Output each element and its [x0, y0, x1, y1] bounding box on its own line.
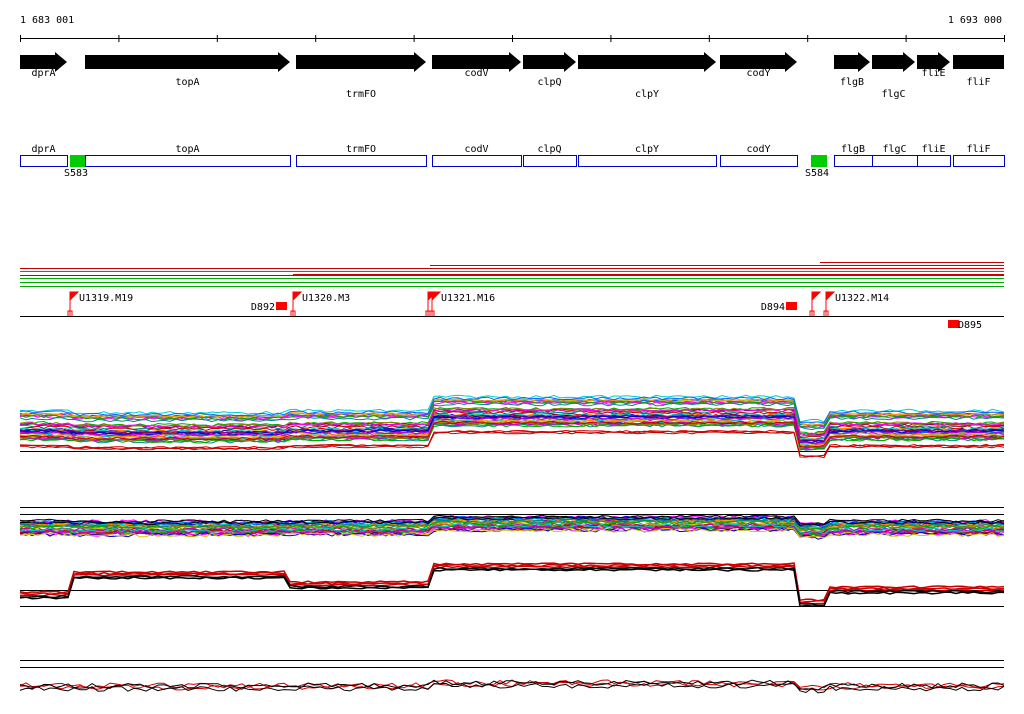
gene-arrow — [523, 52, 576, 72]
trace-line — [20, 516, 1005, 527]
site-box — [70, 155, 85, 167]
trace-line — [19, 527, 1005, 540]
gene-label: codV — [464, 68, 488, 79]
segment-label: fliE — [921, 144, 945, 155]
marker-dip — [67, 310, 73, 316]
gene-arrow — [872, 52, 915, 72]
trace-line — [19, 396, 1005, 424]
trace-line — [19, 682, 1005, 694]
gene-arrow — [85, 52, 290, 72]
marker-label: D892 — [251, 302, 275, 313]
trace-line — [19, 418, 1005, 447]
trace-line — [19, 514, 1005, 525]
trace-line — [20, 520, 1005, 532]
marker-flag — [292, 291, 303, 316]
trace-line — [19, 416, 1005, 445]
trace-line — [19, 520, 1005, 532]
gene-label: flgC — [881, 89, 905, 100]
gene-label: codY — [746, 68, 770, 79]
gene-arrow — [953, 55, 1004, 69]
trace-line — [19, 568, 1004, 608]
gene-label: dprA — [31, 68, 55, 79]
gene-arrow — [20, 52, 67, 72]
trace-line — [19, 679, 1005, 691]
gene-label: trmFO — [346, 89, 376, 100]
marker-dip — [809, 310, 815, 316]
segment-label: topA — [175, 144, 199, 155]
trace-line — [19, 415, 1005, 444]
marker-box — [276, 302, 287, 310]
segment-label: clpY — [635, 144, 659, 155]
gene-arrow — [834, 52, 870, 72]
segment-box — [953, 155, 1005, 167]
marker-dip — [290, 310, 296, 316]
site-label: S584 — [805, 168, 829, 179]
segment-box — [917, 155, 951, 167]
segment-box — [432, 155, 522, 167]
segment-label: flgC — [882, 144, 906, 155]
marker-box — [948, 320, 959, 328]
panel-lines — [20, 451, 1004, 668]
trace-line — [19, 566, 1005, 607]
marker-flag — [825, 291, 836, 316]
segment-label: trmFO — [346, 144, 376, 155]
gene-label: clpQ — [537, 77, 561, 88]
segment-box — [523, 155, 577, 167]
marker-dip — [429, 310, 435, 316]
gene-label: fliE — [921, 68, 945, 79]
trace-line — [19, 420, 1005, 448]
trace-line — [19, 413, 1005, 441]
segment-box — [834, 155, 873, 167]
site-box — [811, 155, 827, 167]
gene-arrow — [432, 52, 521, 72]
gene-arrow — [578, 52, 716, 72]
marker-label: U1321.M16 — [441, 293, 495, 304]
marker-label: D895 — [958, 320, 982, 331]
trace-line — [19, 402, 1005, 431]
segment-box — [20, 155, 68, 167]
gene-arrow — [917, 52, 950, 72]
gene-label: clpY — [635, 89, 659, 100]
marker-flag — [811, 291, 822, 316]
segment-box — [720, 155, 798, 167]
marker-flag — [431, 291, 442, 316]
segment-box — [872, 155, 918, 167]
trace-line — [19, 563, 1005, 604]
marker-box — [786, 302, 797, 310]
trace-line — [19, 430, 1004, 458]
trace-line — [19, 429, 1005, 457]
ruler-start: 1 683 001 — [20, 15, 74, 26]
segment-label: fliF — [966, 144, 990, 155]
gene-arrow — [720, 52, 797, 72]
gene-label: flgB — [840, 77, 864, 88]
site-label: S583 — [64, 168, 88, 179]
trace-line — [19, 523, 1004, 535]
marker-label: U1322.M14 — [835, 293, 889, 304]
marker-flag — [69, 291, 80, 316]
segment-box — [296, 155, 427, 167]
segment-box — [85, 155, 291, 167]
segment-label: codV — [464, 144, 488, 155]
segment-label: clpQ — [537, 144, 561, 155]
marker-dip — [823, 310, 829, 316]
marker-label: U1320.M3 — [302, 293, 350, 304]
gene-label: topA — [175, 77, 199, 88]
trace-line — [19, 524, 1005, 536]
marker-label: D894 — [761, 302, 785, 313]
trace-line — [19, 408, 1005, 437]
segment-box — [578, 155, 717, 167]
segment-label: flgB — [841, 144, 865, 155]
marker-label: U1319.M19 — [79, 293, 133, 304]
trace-line — [19, 527, 1005, 539]
ruler-end: 1 693 000 — [948, 15, 1002, 26]
trace-line — [19, 400, 1005, 428]
segment-label: codY — [746, 144, 770, 155]
gene-label: fliF — [966, 77, 990, 88]
segment-label: dprA — [31, 144, 55, 155]
trace-line — [19, 562, 1005, 602]
gene-arrow — [296, 52, 426, 72]
